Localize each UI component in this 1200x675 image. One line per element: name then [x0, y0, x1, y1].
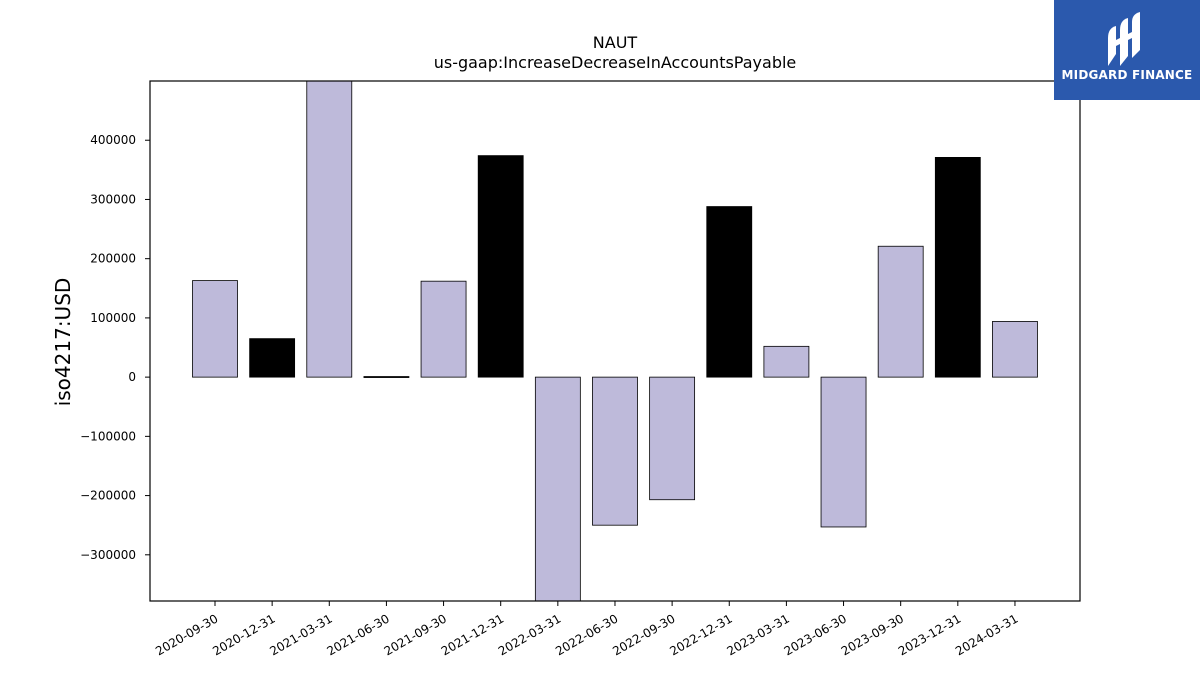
midgard-logo-icon	[1108, 12, 1140, 66]
bar-2023-09-30	[877, 245, 924, 378]
bar-2022-03-31	[534, 376, 581, 601]
bars-group	[192, 81, 1038, 601]
chart-title: NAUT	[593, 33, 638, 52]
x-tick-label: 2021-09-30	[382, 611, 449, 658]
plot-frame	[149, 80, 1081, 602]
bar-2023-06-30	[820, 376, 867, 528]
bar-2024-03-31	[992, 321, 1038, 378]
y-tick-label: 100000	[90, 311, 136, 325]
x-tick-label: 2023-09-30	[839, 611, 906, 658]
bar-2021-12-31	[477, 155, 524, 378]
y-tick-label: 400000	[90, 133, 136, 147]
brand-logo: MIDGARD FINANCE	[1054, 0, 1200, 100]
x-tick-label: 2023-12-31	[896, 611, 963, 658]
x-tick-label: 2022-12-31	[667, 611, 734, 658]
bar-2021-09-30	[420, 280, 467, 378]
brand-name: MIDGARD FINANCE	[1061, 68, 1193, 82]
y-tick-label: 0	[128, 370, 136, 384]
x-tick-label: 2021-03-31	[267, 611, 334, 658]
x-tick-label: 2024-03-31	[953, 611, 1020, 658]
x-tick-label: 2023-06-30	[782, 611, 849, 658]
x-tick-label: 2021-06-30	[325, 611, 392, 658]
bar-2022-06-30	[592, 376, 638, 526]
x-tick-label: 2023-03-31	[724, 611, 791, 658]
x-axis-ticks: 2020-09-302020-12-312021-03-312021-06-30…	[153, 601, 1020, 658]
x-tick-label: 2022-06-30	[553, 611, 620, 658]
bar-2022-09-30	[649, 376, 696, 501]
x-tick-label: 2021-12-31	[439, 611, 506, 658]
x-tick-label: 2022-09-30	[610, 611, 677, 658]
y-tick-label: −100000	[80, 429, 136, 443]
chart-subtitle: us-gaap:IncreaseDecreaseInAccountsPayabl…	[434, 53, 797, 72]
bar-2021-03-31	[306, 81, 353, 378]
bar-2020-09-30	[192, 280, 238, 378]
y-tick-label: −300000	[80, 548, 136, 562]
y-tick-label: 300000	[90, 192, 136, 206]
bar-2021-06-30	[363, 376, 410, 378]
x-tick-label: 2020-12-31	[210, 611, 277, 658]
y-tick-label: 200000	[90, 252, 136, 266]
bar-2020-12-31	[249, 338, 296, 378]
bar-2022-12-31	[706, 206, 753, 378]
x-tick-label: 2022-03-31	[496, 611, 563, 658]
y-axis-label: iso4217:USD	[51, 278, 75, 407]
x-tick-label: 2020-09-30	[153, 611, 220, 658]
bar-2023-12-31	[934, 157, 981, 378]
y-tick-label: −200000	[80, 489, 136, 503]
y-axis-ticks: −300000 −200000 −100000 0 100000 200000 300000…	[80, 133, 150, 562]
bar-2023-03-31	[763, 345, 810, 378]
